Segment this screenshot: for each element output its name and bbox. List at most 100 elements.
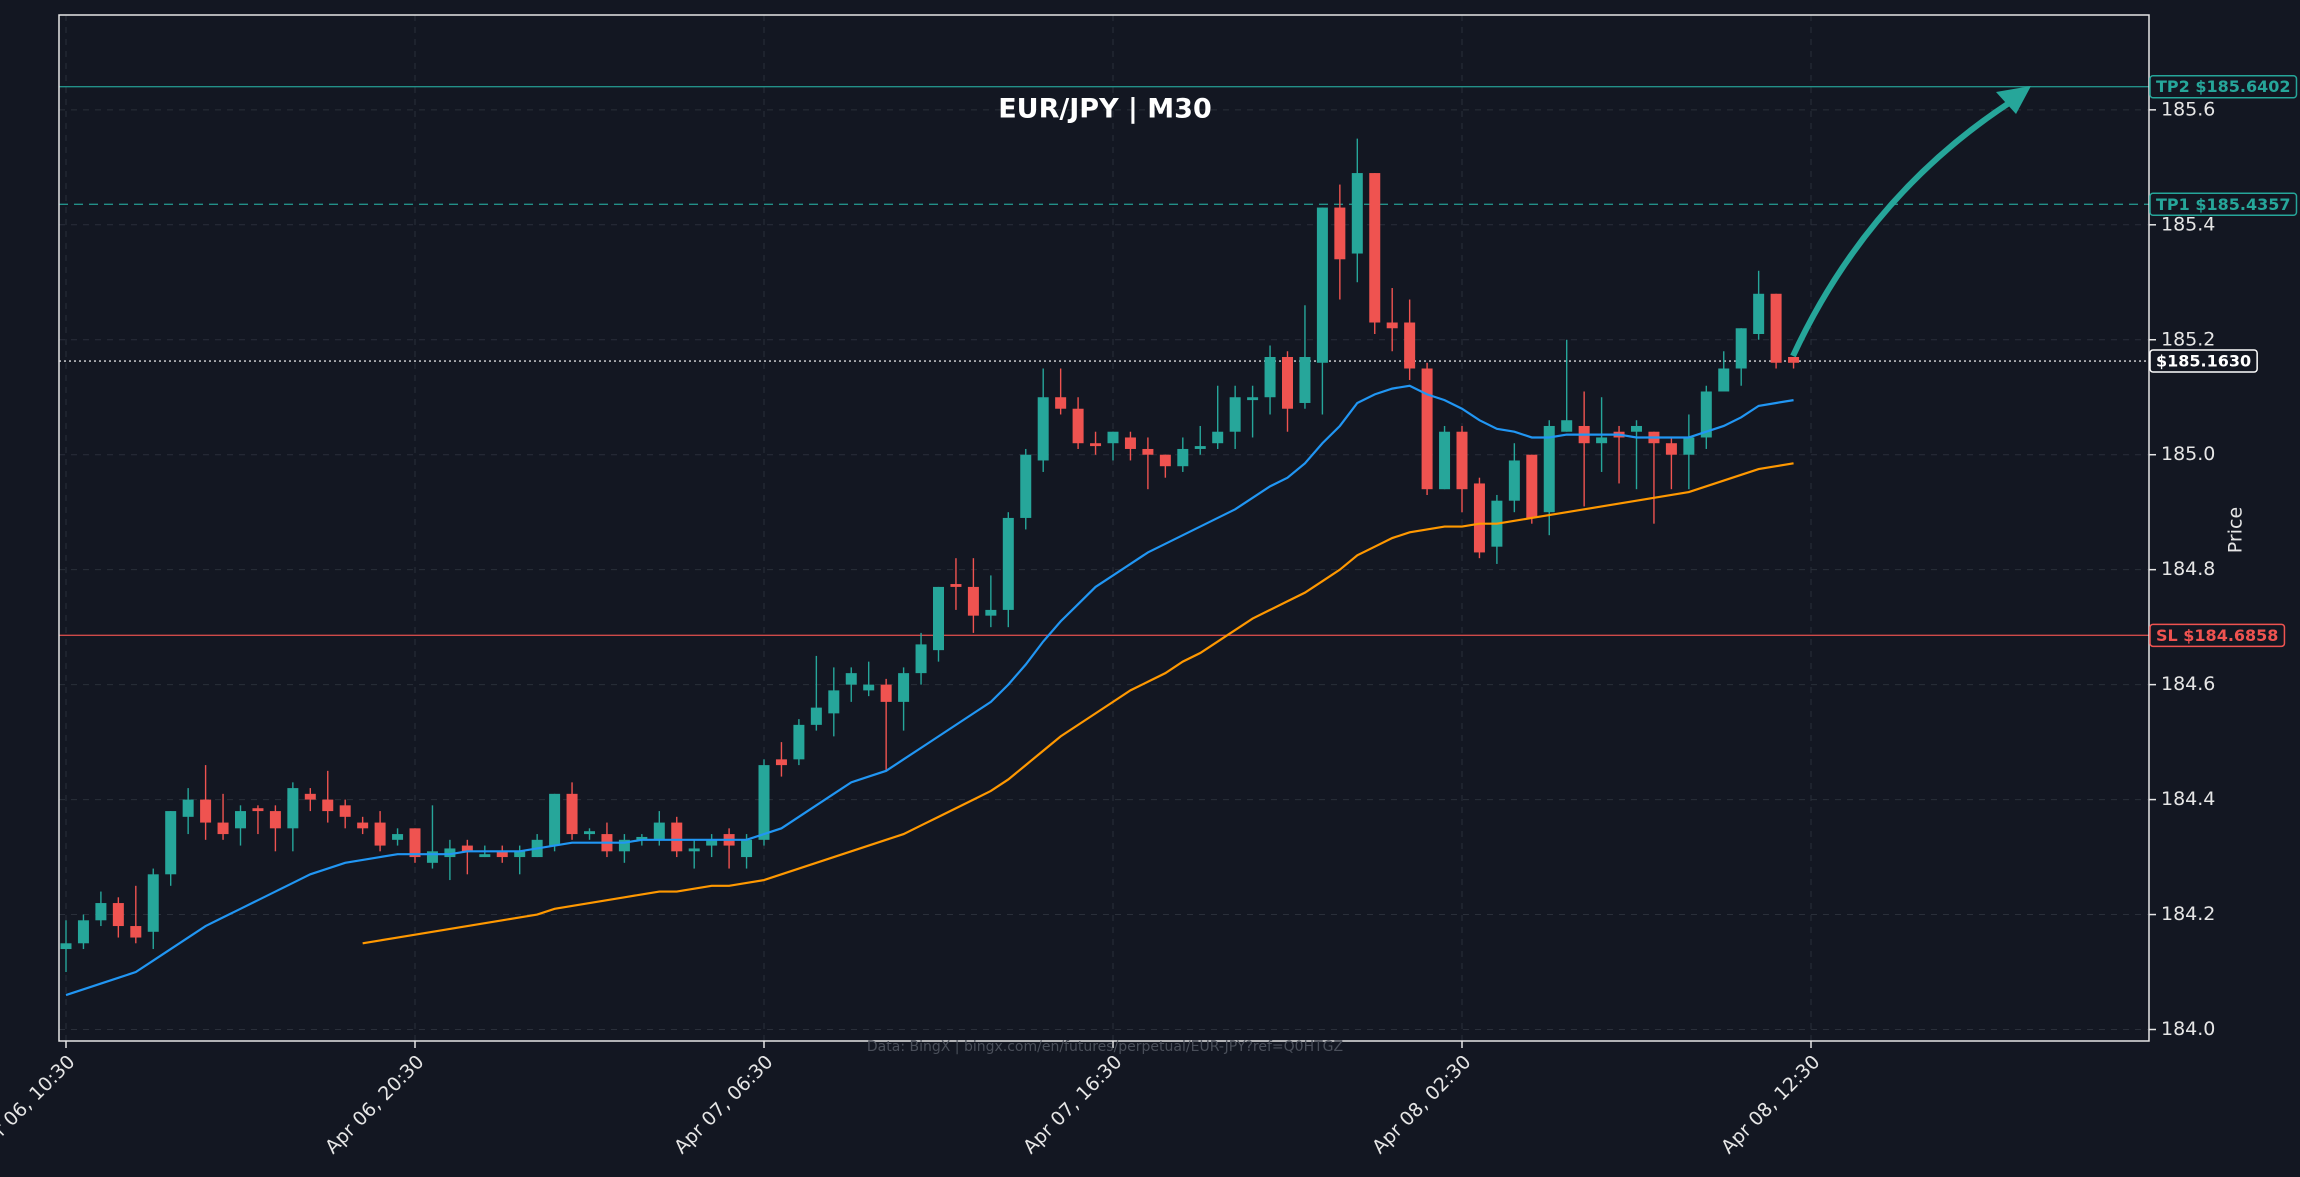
candle-body [1526, 454, 1538, 518]
candle-body [479, 854, 491, 858]
candle-body [1788, 357, 1800, 363]
candle-body [95, 903, 107, 921]
candle-body [688, 848, 700, 852]
candle-body [269, 811, 281, 829]
candle-body [1142, 448, 1154, 455]
y-tick-label: 184.2 [2161, 903, 2215, 925]
candle-body [1439, 431, 1451, 490]
candle-body [1072, 408, 1084, 444]
candle-body [112, 903, 124, 927]
level-label-box [2149, 192, 2298, 217]
level-label-box [2149, 349, 2258, 373]
levels [59, 86, 2149, 637]
candle-body [1596, 437, 1608, 444]
source-note: Data: BingX | bingx.com/en/futures/perpe… [867, 1039, 1343, 1055]
candle-body [1055, 397, 1067, 409]
candle-body [1473, 483, 1485, 553]
candles [60, 138, 1800, 973]
y-tick-label: 184.0 [2161, 1018, 2215, 1040]
candle-body [1002, 517, 1014, 610]
candle-body [1351, 173, 1363, 254]
candle-body [1090, 443, 1102, 447]
y-axis-label: Price [2225, 507, 2247, 553]
candle-body [915, 644, 927, 674]
candle-body [741, 839, 753, 858]
candle-body [1247, 397, 1259, 401]
candle-body [1264, 357, 1276, 398]
candle-body [985, 609, 997, 616]
candle-body [618, 839, 630, 852]
candle-body [200, 799, 212, 823]
candle-body [636, 836, 648, 840]
candle-body [165, 811, 177, 875]
candle-body [1770, 293, 1782, 363]
candle-body [1735, 328, 1747, 369]
candle-body [357, 822, 369, 829]
candle-body [1718, 368, 1730, 392]
candle-body [863, 684, 875, 691]
candle-body [182, 799, 194, 817]
candle-body [392, 834, 404, 840]
level-label-box [2149, 74, 2298, 99]
level-label: SL $184.6858 [2156, 626, 2278, 645]
candle-body [1700, 391, 1712, 438]
level-label: TP2 $185.6402 [2156, 77, 2290, 96]
y-tick-label: 185.4 [2161, 213, 2215, 235]
candle-body [933, 586, 944, 651]
candle-body [950, 584, 962, 587]
candle-body [514, 851, 526, 858]
candle-body [1508, 460, 1520, 501]
candle-body [60, 943, 72, 950]
candle-body [426, 851, 438, 863]
candle-body [1194, 446, 1206, 449]
candle-body [828, 690, 840, 714]
candle-body [566, 793, 578, 835]
candle-body [1107, 431, 1119, 444]
moving-average-line [65, 384, 1794, 997]
level-label: $185.1630 [2156, 352, 2251, 371]
candle-body [339, 805, 351, 817]
candle-body [130, 926, 142, 938]
y-tick-label: 184.4 [2161, 788, 2215, 810]
candle-body [444, 848, 456, 858]
y-tick-label: 185.2 [2161, 328, 2215, 350]
candle-body [967, 586, 979, 616]
candle-body [1369, 173, 1381, 323]
candle-body [880, 684, 892, 702]
candle-body [304, 793, 316, 800]
candle-body [1631, 425, 1642, 432]
candle-body [706, 839, 718, 846]
candle-body [287, 788, 299, 829]
candle-body [1229, 397, 1241, 432]
level-label: TP1 $185.4357 [2156, 195, 2290, 214]
candle-body [653, 822, 665, 840]
candle-body [1124, 437, 1136, 449]
candle-body [1561, 420, 1573, 432]
candle-body [584, 831, 595, 835]
y-tick-label: 184.6 [2161, 673, 2215, 695]
level-label-box [2149, 623, 2286, 648]
candle-body [1037, 397, 1049, 461]
candle-body [409, 828, 421, 858]
chart-title: EUR/JPY | M30 [998, 94, 1212, 125]
candle-body [235, 811, 246, 829]
candle-body [758, 765, 770, 840]
candle-body [671, 822, 683, 852]
y-tick-label: 185.0 [2161, 443, 2215, 465]
y-tick-label: 184.8 [2161, 558, 2215, 580]
candle-body [1177, 448, 1189, 467]
candle-body [1404, 322, 1416, 369]
candle-body [1299, 357, 1311, 403]
candle-body [1159, 454, 1171, 467]
candle-body [1456, 431, 1468, 490]
candle-body [322, 799, 334, 812]
candle-body [898, 673, 910, 702]
candle-body [77, 920, 89, 944]
target-arrow [1790, 93, 2022, 358]
moving-averages [65, 384, 1794, 997]
moving-average-line [362, 462, 1794, 945]
candle-body [1334, 207, 1346, 260]
candle-body [217, 822, 229, 835]
